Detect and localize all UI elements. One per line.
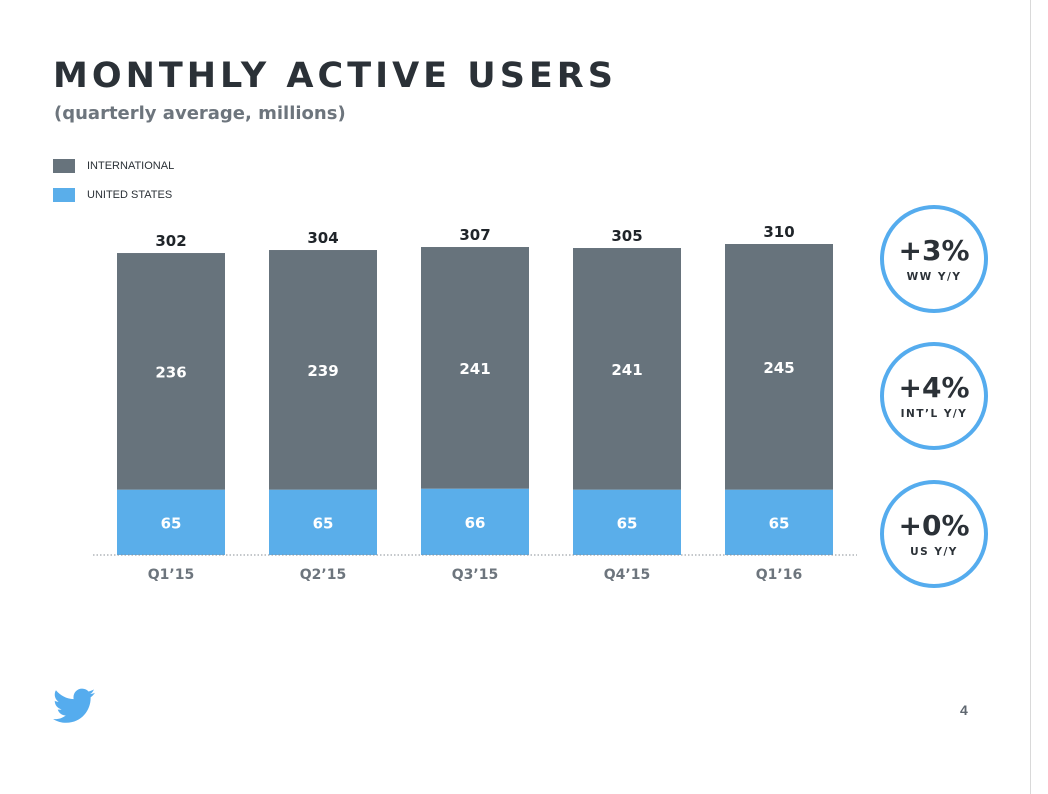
label-total-2: 307	[459, 226, 490, 244]
page-number: 4	[960, 702, 968, 718]
growth-value-ww: +3%	[898, 234, 970, 267]
slide-subtitle: (quarterly average, millions)	[54, 103, 346, 124]
tick-label-1: Q2’15	[300, 567, 346, 583]
label-total-1: 304	[307, 229, 338, 247]
growth-value-intl: +4%	[898, 371, 970, 404]
growth-label-intl: INT’L Y/Y	[900, 408, 968, 420]
label-united-states-4: 65	[769, 514, 790, 532]
label-united-states-2: 66	[465, 514, 486, 532]
tick-label-0: Q1’15	[148, 567, 194, 583]
tick-label-3: Q4’15	[604, 567, 650, 583]
bar-international-2	[421, 247, 529, 489]
slide-title: MONTHLY ACTIVE USERS	[53, 56, 617, 96]
twitter-bird-icon	[53, 688, 95, 723]
mau-bar-chart: 236 65 302 Q1’15 239 65 304 Q2’15 241 66 307 Q3’15 2…	[93, 223, 857, 583]
label-total-0: 302	[155, 232, 186, 250]
label-united-states-0: 65	[161, 514, 182, 532]
bar-united-states-4	[725, 489, 833, 555]
bar-international-3	[573, 248, 681, 490]
bar-united-states-3	[573, 489, 681, 555]
label-international-4: 245	[763, 359, 794, 377]
growth-label-ww: WW Y/Y	[906, 271, 962, 283]
slide-edge-line	[1030, 0, 1031, 794]
growth-value-us: +0%	[898, 509, 970, 542]
growth-circle-ww: +3% WW Y/Y	[880, 205, 988, 313]
label-total-3: 305	[611, 227, 642, 245]
growth-circle-intl: +4% INT’L Y/Y	[880, 342, 988, 450]
bar-united-states-1	[269, 489, 377, 555]
tick-label-4: Q1’16	[756, 567, 802, 583]
bar-international-1	[269, 250, 377, 490]
label-total-4: 310	[763, 223, 794, 241]
label-international-3: 241	[611, 361, 642, 379]
tick-label-2: Q3’15	[452, 567, 498, 583]
bar-international-0	[117, 253, 225, 490]
bar-united-states-2	[421, 488, 529, 555]
legend-label-international: INTERNATIONAL	[87, 160, 175, 172]
label-international-2: 241	[459, 360, 490, 378]
bar-united-states-0	[117, 489, 225, 555]
label-united-states-3: 65	[617, 514, 638, 532]
label-international-1: 239	[307, 362, 338, 380]
growth-label-us: US Y/Y	[910, 546, 958, 558]
legend-swatch-united-states	[53, 188, 75, 202]
growth-circle-us: +0% US Y/Y	[880, 480, 988, 588]
legend-label-united-states: UNITED STATES	[87, 189, 173, 201]
label-international-0: 236	[155, 363, 186, 381]
legend-swatch-international	[53, 159, 75, 173]
label-united-states-1: 65	[313, 514, 334, 532]
bar-international-4	[725, 244, 833, 490]
